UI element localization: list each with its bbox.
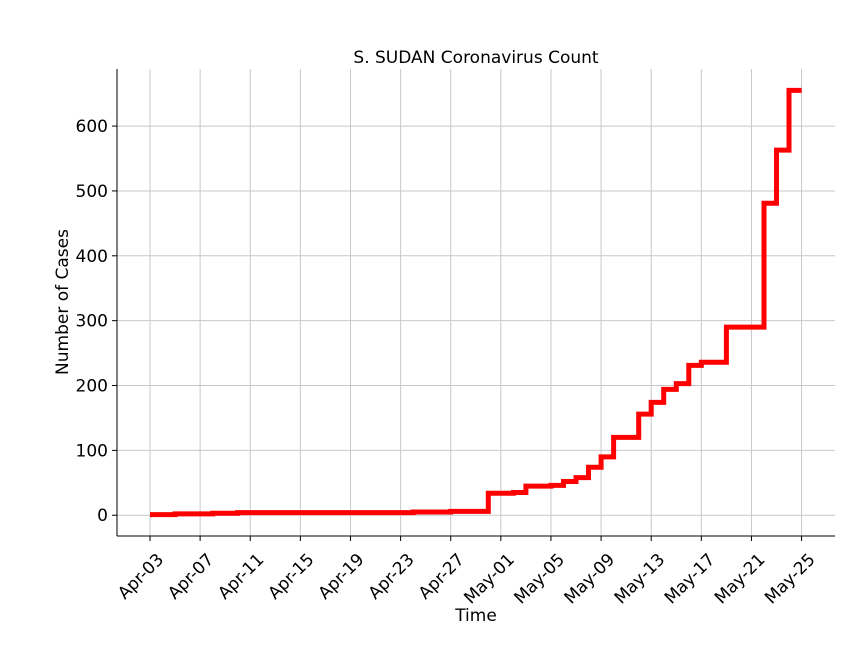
x-tick-label: May-21 xyxy=(711,550,769,608)
x-tick-label: Apr-11 xyxy=(214,550,268,604)
x-tick-label: May-17 xyxy=(661,550,719,608)
x-tick-label: Apr-15 xyxy=(265,550,319,604)
x-tick-label: May-05 xyxy=(511,550,569,608)
x-tick-label: Apr-03 xyxy=(114,550,168,604)
grid-lines xyxy=(117,69,835,536)
series-line xyxy=(150,87,802,518)
x-tick-label: May-01 xyxy=(460,550,518,608)
y-tick-label: 600 xyxy=(76,117,108,137)
x-tick-label: Apr-23 xyxy=(365,550,419,604)
x-tick-label: May-13 xyxy=(611,550,669,608)
y-tick-label: 500 xyxy=(76,182,108,202)
y-axis-label: Number of Cases xyxy=(53,229,73,375)
chart-title: S. SUDAN Coronavirus Count xyxy=(353,48,598,68)
x-tick-label: Apr-19 xyxy=(315,550,369,604)
y-tick-label: 100 xyxy=(76,441,108,461)
y-tick-label: 0 xyxy=(97,506,108,526)
y-tick-label: 400 xyxy=(76,247,108,267)
x-tick-label: Apr-07 xyxy=(164,550,218,604)
x-axis-label: Time xyxy=(454,606,497,626)
x-tick-label: May-25 xyxy=(761,550,819,608)
x-tick-label: May-09 xyxy=(561,550,619,608)
y-tick-label: 200 xyxy=(76,377,108,397)
y-tick-label: 300 xyxy=(76,312,108,332)
